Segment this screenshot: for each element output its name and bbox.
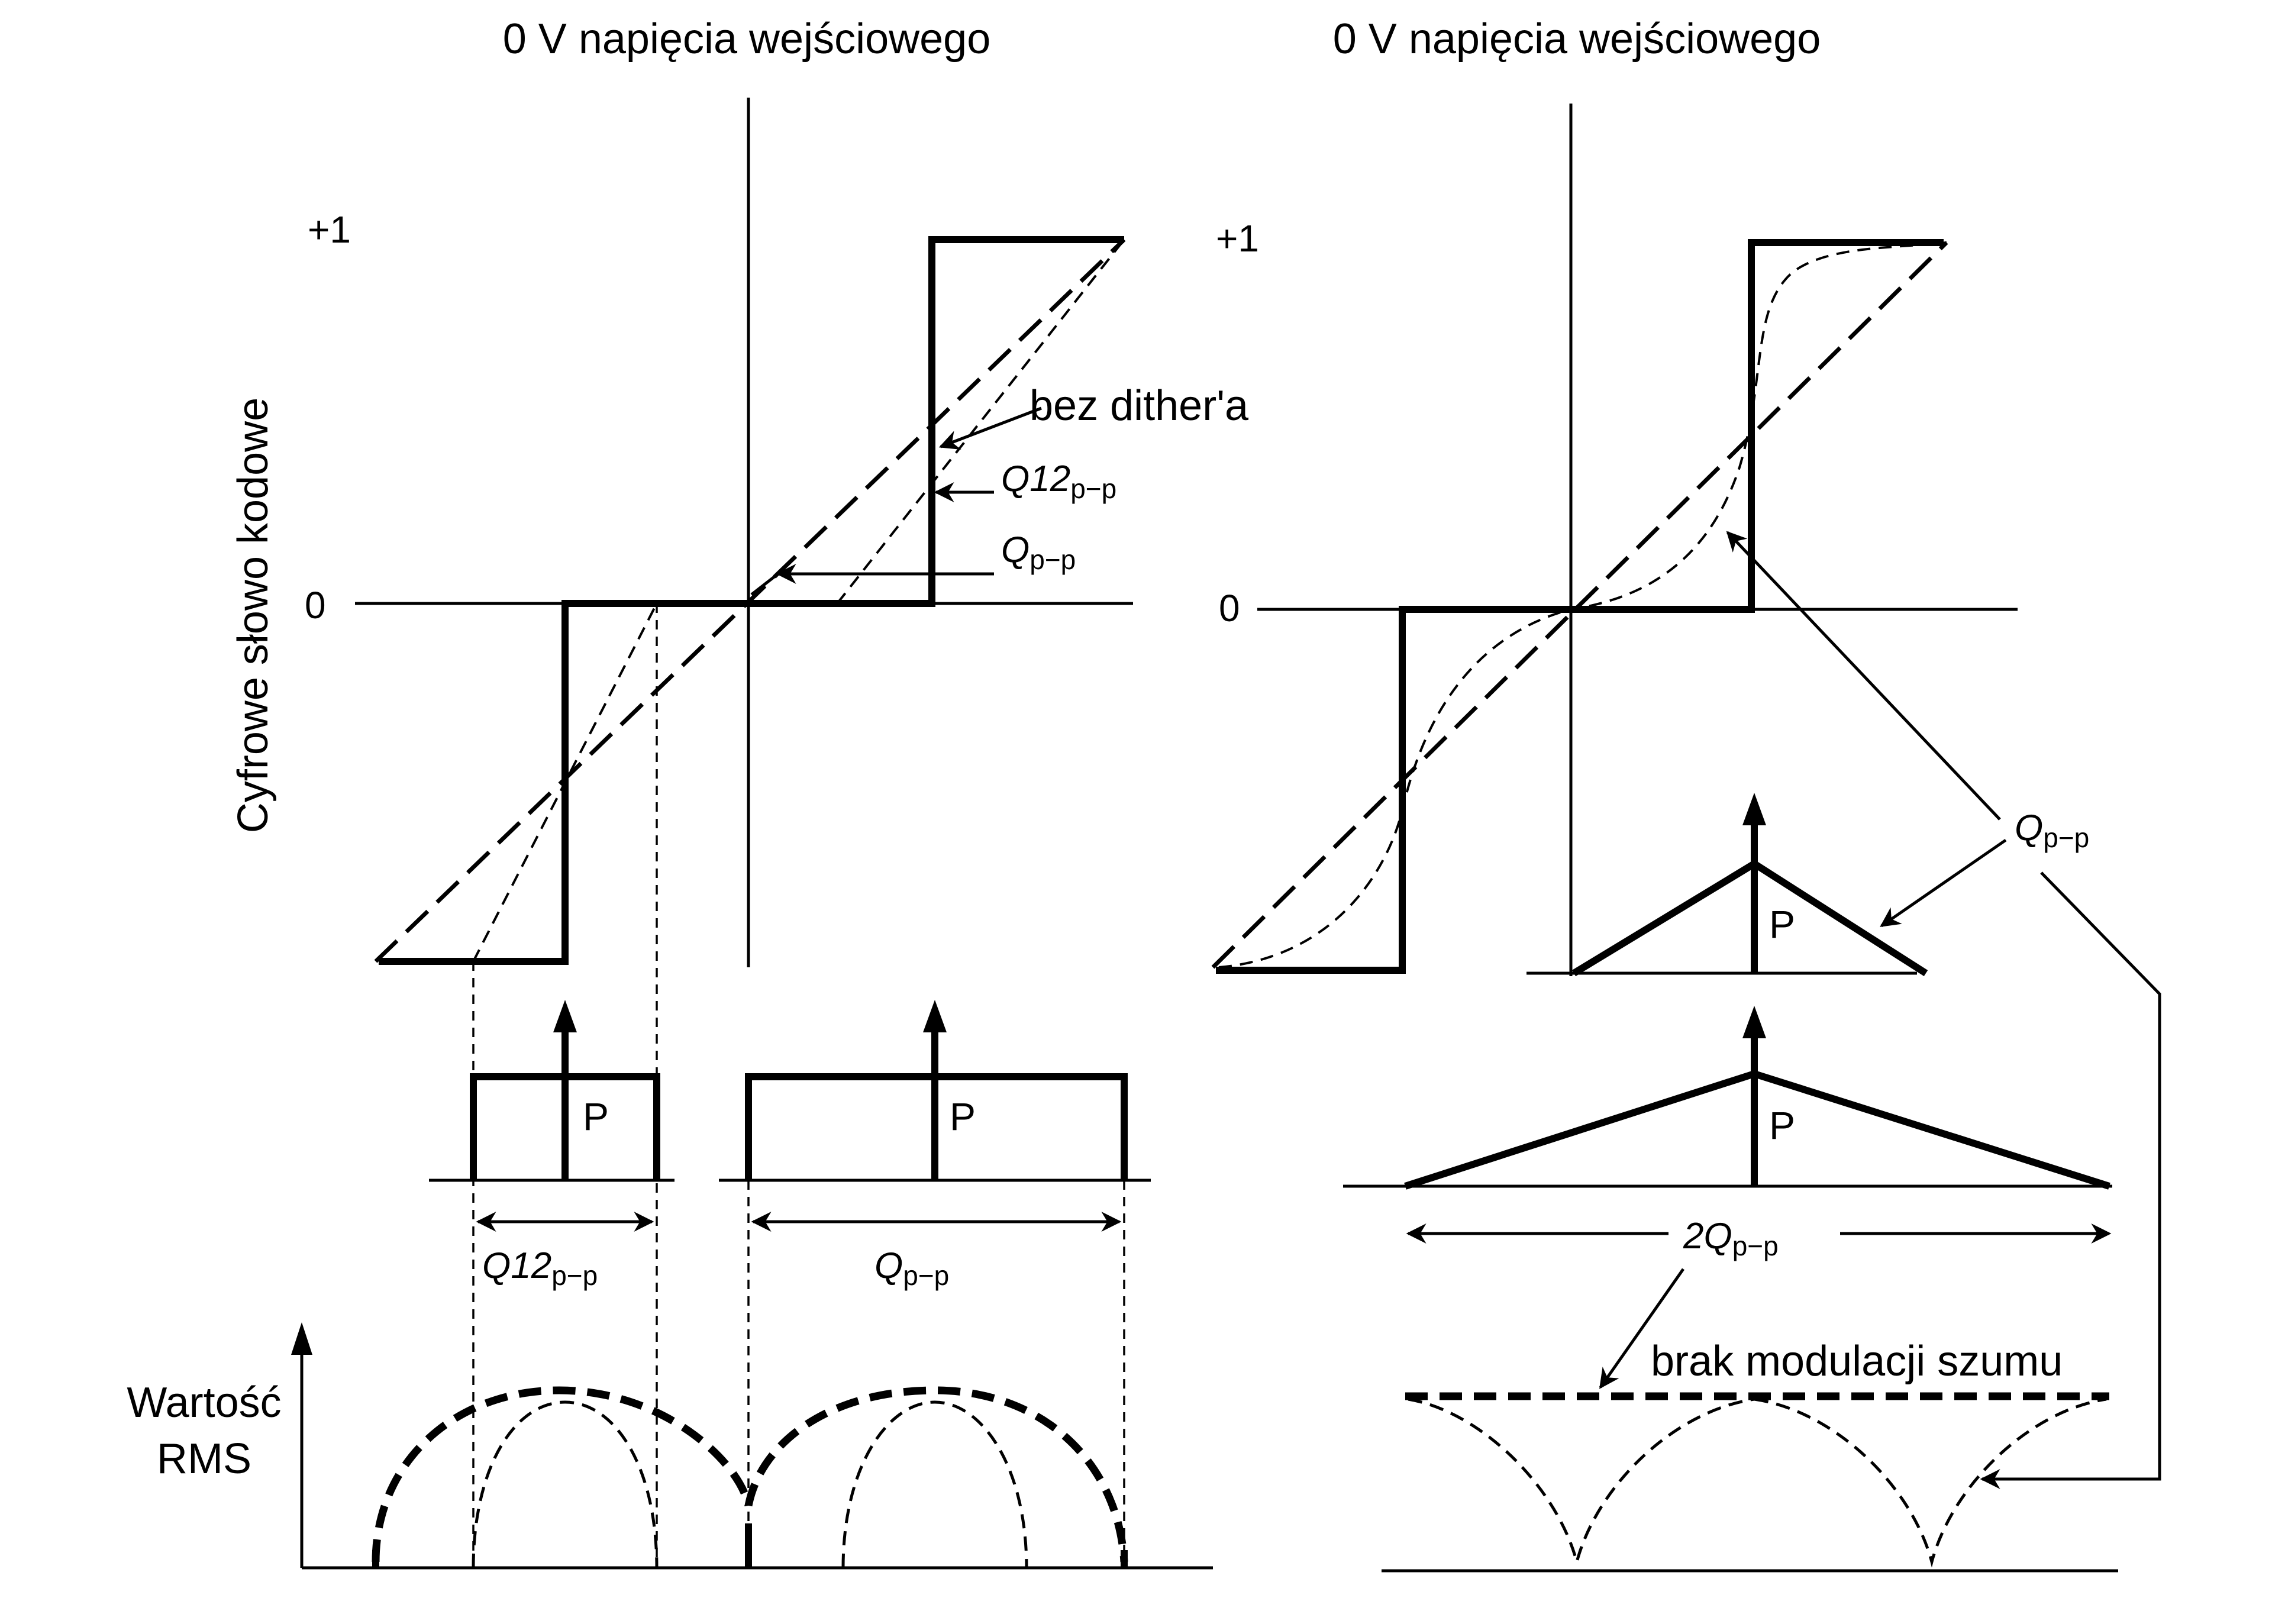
right-rms-plot: brak modulacji szumu [1382,1268,2118,1573]
annotation-no-modulation: brak modulacji szumu [1651,1338,2063,1385]
left-pdf-wide-label: P [950,1094,976,1138]
left-header: 0 V napięcia wejściowego [503,15,990,63]
arrow-q-tail [750,573,779,596]
rms-thin-hump-right [841,1400,1028,1568]
left-projection-lines [472,603,1125,1568]
arrow-no-dither [938,406,1042,450]
right-q-callout: Qp−p [1726,531,2161,1489]
right-pdf-triangle-small: P [1526,609,1928,977]
left-staircase [379,236,1124,965]
left-pdf-narrow: P Q12p−p [429,1000,674,1291]
right-level-zero: 0 [1219,587,1240,629]
left-level-zero: 0 [305,584,326,627]
right-pdf-small-label: P [1769,902,1795,946]
left-dithered-segment-upper [836,238,1125,605]
rms-thick-hump-right [744,1386,1128,1562]
right-q-label: Qp−p [2015,808,2089,853]
right-staircase [1216,239,1944,974]
annotation-q12: Q12p−p [1001,459,1116,504]
annotation-q: Qp−p [1001,530,1076,575]
left-pdf-narrow-label: P [583,1094,609,1138]
rms-label-line2: RMS [157,1435,251,1483]
right-pdf-large-label: P [1769,1103,1795,1147]
rms-thin-hump-left [472,1400,659,1568]
right-level-plus1: +1 [1216,217,1259,260]
left-transfer-plot: +1 0 Cyfrowe słowo kodowe bez dither'a Q… [230,98,1249,967]
right-header: 0 V napięcia wejściowego [1333,15,1821,63]
left-level-plus1: +1 [308,208,351,251]
right-rms-hump-1 [1408,1397,1755,1568]
right-transfer-plot: +1 0 [1211,104,2018,976]
left-y-axis-label: Cyfrowe słowo kodowe [230,398,277,833]
left-pdf-wide: P Qp−p [719,1000,1151,1291]
right-2q-label: 2Qp−p [1683,1216,1779,1261]
left-rms-plot: Wartość RMS [127,1322,1213,1570]
annotation-no-dither: bez dither'a [1030,382,1249,430]
right-rms-hump-2 [1754,1397,2107,1568]
rms-thick-hump-left [372,1386,753,1562]
rms-label-line1: Wartość [127,1379,281,1426]
right-width-label: Qp−p [874,1245,949,1291]
right-ideal-ramp [1211,241,1948,969]
right-dithered-curve [1218,241,1947,968]
left-width-label: Q12p−p [482,1245,598,1291]
right-pdf-triangle-large: P 2Qp−p [1343,1006,2112,1261]
